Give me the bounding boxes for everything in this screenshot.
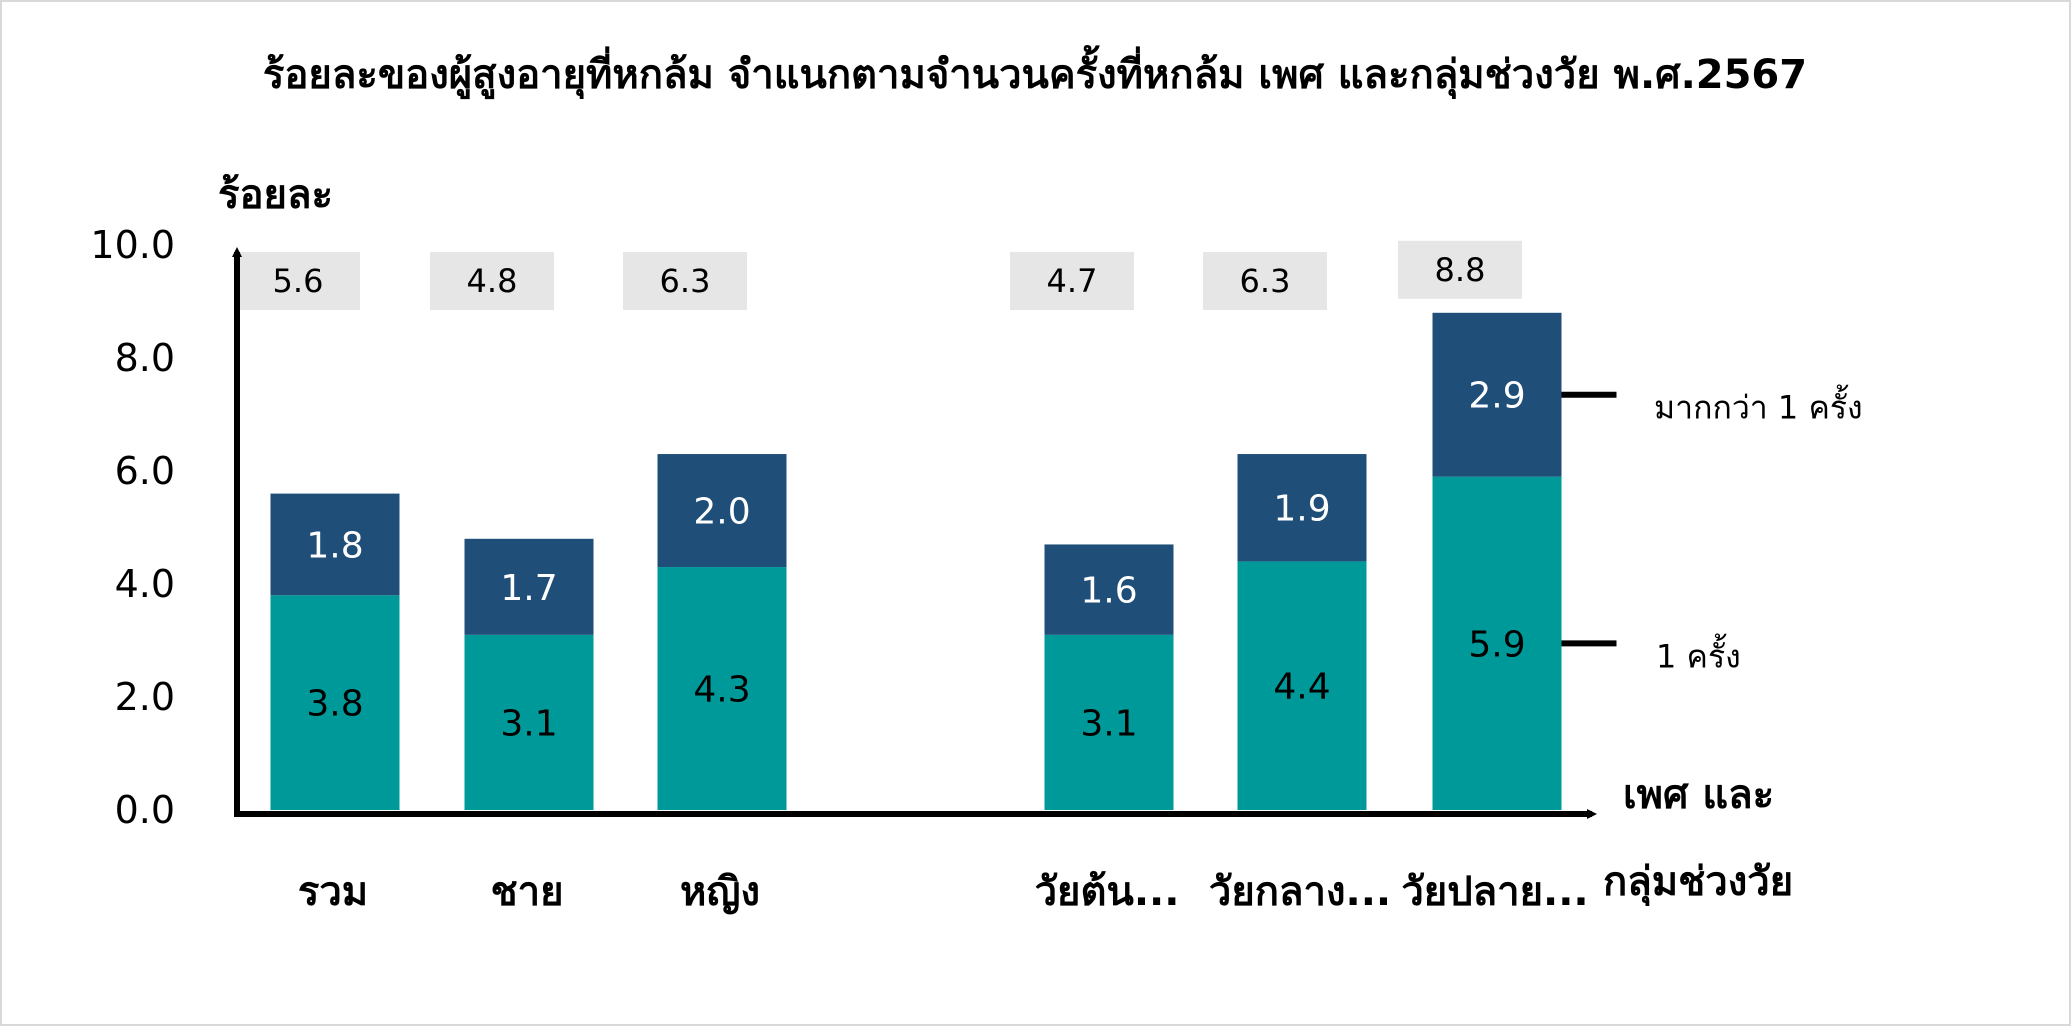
- data-label: 5.9: [1468, 624, 1525, 665]
- x-tick-label: ชาย: [490, 869, 563, 915]
- x-tick-label: วัยปลาย...: [1401, 869, 1588, 915]
- x-axis-title-line2: กลุ่มช่วงวัย: [1603, 859, 1793, 907]
- legend-label: 1 ครั้ง: [1656, 633, 1741, 675]
- x-tick-label: วัยกลาง...: [1209, 869, 1391, 915]
- bar-segment: [657, 454, 787, 568]
- total-labels: 5.6 4.8 6.3 4.7 6.3 8.8: [236, 240, 1522, 310]
- x-tick-label: หญิง: [680, 869, 760, 915]
- bar-segment: [1432, 312, 1562, 477]
- data-label: 3.8: [306, 684, 363, 725]
- bar-segment: [1237, 561, 1367, 810]
- y-tick-label: 6.0: [115, 449, 175, 493]
- x-axis-title-line1: เพศ และ: [1623, 772, 1774, 818]
- x-tick-labels: รวม ชาย หญิง วัยต้น... วัยกลาง... วัยปลาย...: [298, 869, 1589, 915]
- data-label: 4.3: [693, 670, 750, 711]
- data-label: 4.4: [1273, 667, 1330, 708]
- total-label-box: [623, 252, 747, 310]
- x-tick-label: วัยต้น...: [1035, 869, 1180, 915]
- total-label: 6.3: [1240, 262, 1291, 300]
- bar-segment: [464, 634, 594, 810]
- bar-segment: [464, 538, 594, 635]
- x-tick-label: รวม: [298, 869, 368, 915]
- total-label: 4.8: [467, 262, 518, 300]
- data-label: 1.6: [1080, 571, 1137, 612]
- total-label-box: [1203, 252, 1327, 310]
- data-label: 1.9: [1273, 489, 1330, 530]
- bar-segment: [1044, 634, 1174, 810]
- bar-segment: [270, 595, 400, 810]
- chart-title: ร้อยละของผู้สูงอายุที่หกล้ม จำแนกตามจำนว…: [263, 45, 1807, 100]
- y-tick-label: 8.0: [115, 336, 175, 380]
- y-tick-label: 10.0: [90, 223, 175, 267]
- legend: 1 ครั้ง มากกว่า 1 ครั้ง: [1561, 385, 1863, 675]
- total-label: 6.3: [660, 262, 711, 300]
- total-label-box: [430, 252, 554, 310]
- bar-segment: [1432, 476, 1562, 810]
- bars: [270, 312, 1562, 810]
- total-label-box: [1398, 240, 1522, 299]
- total-label-box: [1010, 252, 1134, 310]
- total-label: 8.8: [1435, 251, 1486, 289]
- total-label-box: [236, 252, 360, 310]
- bar-segment: [1237, 454, 1367, 562]
- data-label: 2.0: [693, 492, 750, 533]
- total-label: 5.6: [273, 262, 324, 300]
- bar-segment: [1044, 544, 1174, 635]
- total-label: 4.7: [1047, 262, 1098, 300]
- y-tick-label: 2.0: [115, 675, 175, 719]
- y-tick-labels: 0.0 2.0 4.0 6.0 8.0 10.0: [90, 223, 175, 832]
- data-label: 1.8: [306, 525, 363, 566]
- legend-label: มากกว่า 1 ครั้ง: [1654, 385, 1863, 427]
- data-label: 3.1: [500, 703, 557, 744]
- data-label: 1.7: [500, 568, 557, 609]
- y-tick-label: 4.0: [115, 562, 175, 606]
- data-label: 2.9: [1468, 376, 1525, 417]
- data-label: 3.1: [1080, 703, 1137, 744]
- y-axis-title: ร้อยละ: [218, 172, 333, 218]
- bar-segment: [657, 567, 787, 810]
- data-labels: 3.8 1.8 3.1 1.7 4.3 2.0 3.1 1.6 4.4 1.9 5.9 2.9: [306, 376, 1525, 745]
- bar-segment: [270, 493, 400, 596]
- y-tick-label: 0.0: [115, 788, 175, 832]
